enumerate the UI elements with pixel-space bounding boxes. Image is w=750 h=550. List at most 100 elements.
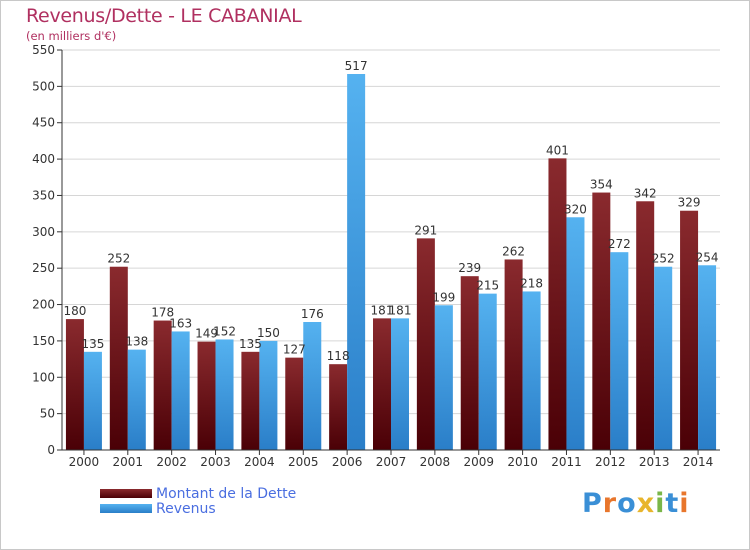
y-tick-label: 250 [32,261,55,275]
data-label-revenue: 218 [520,276,543,290]
data-label-debt: 181 [371,303,394,317]
data-label-debt: 178 [151,306,174,320]
x-tick-label: 2012 [595,455,626,469]
data-label-debt: 127 [283,343,306,357]
data-label-revenue: 135 [81,337,104,351]
data-label-revenue: 215 [476,279,499,293]
data-label-revenue: 181 [389,303,412,317]
y-tick-label: 350 [32,188,55,202]
y-tick-label: 0 [47,443,55,457]
logo-letter: x [636,488,656,519]
bar-revenue [303,322,322,450]
data-label-debt: 180 [63,304,86,318]
data-label-revenue: 254 [696,250,719,264]
x-tick-label: 2003 [200,455,231,469]
data-label-revenue: 163 [169,316,192,330]
bar-revenue [566,217,585,450]
data-label-revenue: 152 [213,324,236,338]
data-label-revenue: 138 [125,335,148,349]
x-tick-label: 2007 [376,455,407,469]
data-label-revenue: 252 [652,252,675,266]
y-tick-label: 550 [32,43,55,57]
logo-letter: o [617,488,637,519]
x-tick-label: 2005 [288,455,319,469]
data-label-debt: 342 [634,186,657,200]
bar-revenue [215,339,234,450]
data-label-debt: 149 [195,327,218,341]
bar-debt [504,259,523,450]
x-tick-label: 2000 [69,455,100,469]
bar-revenue [610,252,629,450]
bar-revenue [391,318,409,450]
bar-revenue [698,265,717,450]
data-label-revenue: 150 [257,326,280,340]
bar-debt [592,192,611,450]
bar-debt [373,318,391,450]
data-label-debt: 291 [414,223,437,237]
logo-letter: r [602,488,618,519]
data-label-revenue: 517 [345,59,368,73]
x-tick-label: 2001 [113,455,144,469]
bar-debt [65,319,84,450]
bar-debt [548,158,567,450]
logo-letter: i [655,488,666,519]
data-label-revenue: 320 [564,202,587,216]
logo-letter: P [582,488,603,519]
logo-letter: i [679,488,690,519]
legend-label-debt: Montant de la Dette [156,486,297,502]
bar-revenue [83,351,102,450]
chart-subtitle: (en milliers d'€) [26,29,117,43]
legend-swatch-debt [100,489,152,498]
data-label-revenue: 272 [608,237,631,251]
x-tick-label: 2011 [551,455,582,469]
y-tick-label: 50 [40,407,55,421]
legend-swatch-revenue [100,504,152,513]
data-label-debt: 329 [678,196,701,210]
data-label-revenue: 199 [432,290,455,304]
bar-debt [416,238,435,450]
bar-revenue [522,291,541,450]
data-label-debt: 239 [458,261,481,275]
data-label-debt: 135 [239,337,262,351]
y-tick-label: 150 [32,334,55,348]
data-label-debt: 401 [546,143,569,157]
y-tick-label: 200 [32,298,55,312]
bar-revenue [127,349,146,450]
data-label-debt: 118 [327,349,350,363]
y-tick-label: 300 [32,225,55,239]
bar-debt [680,210,699,450]
logo-letter: t [665,488,680,519]
proxiti-logo: Proxiti [582,488,690,519]
bar-debt [329,364,348,450]
bar-revenue [654,266,673,450]
data-label-debt: 252 [107,252,130,266]
x-tick-label: 2014 [683,455,714,469]
y-tick-label: 100 [32,370,55,384]
bar-debt [197,341,216,450]
bar-revenue [171,331,190,450]
bar-revenue [259,340,278,450]
y-tick-label: 450 [32,116,55,130]
x-tick-label: 2010 [507,455,538,469]
bar-debt [153,320,172,450]
y-tick-label: 400 [32,152,55,166]
x-tick-label: 2006 [332,455,363,469]
data-label-debt: 262 [502,244,525,258]
bar-debt [241,351,260,450]
data-label-debt: 354 [590,178,613,192]
bar-debt [109,266,128,450]
bar-revenue [434,305,453,450]
legend-item-debt: Montant de la Dette [100,486,420,502]
chart-title: Revenus/Dette - LE CABANIAL [26,5,302,27]
legend-label-revenue: Revenus [156,501,216,517]
bar-revenue [347,74,366,450]
legend-item-revenue: Revenus [100,501,420,517]
data-label-revenue: 176 [301,307,324,321]
x-tick-label: 2004 [244,455,275,469]
x-tick-label: 2008 [420,455,451,469]
x-tick-label: 2009 [463,455,494,469]
y-tick-label: 500 [32,79,55,93]
x-tick-label: 2013 [639,455,670,469]
x-tick-label: 2002 [156,455,187,469]
